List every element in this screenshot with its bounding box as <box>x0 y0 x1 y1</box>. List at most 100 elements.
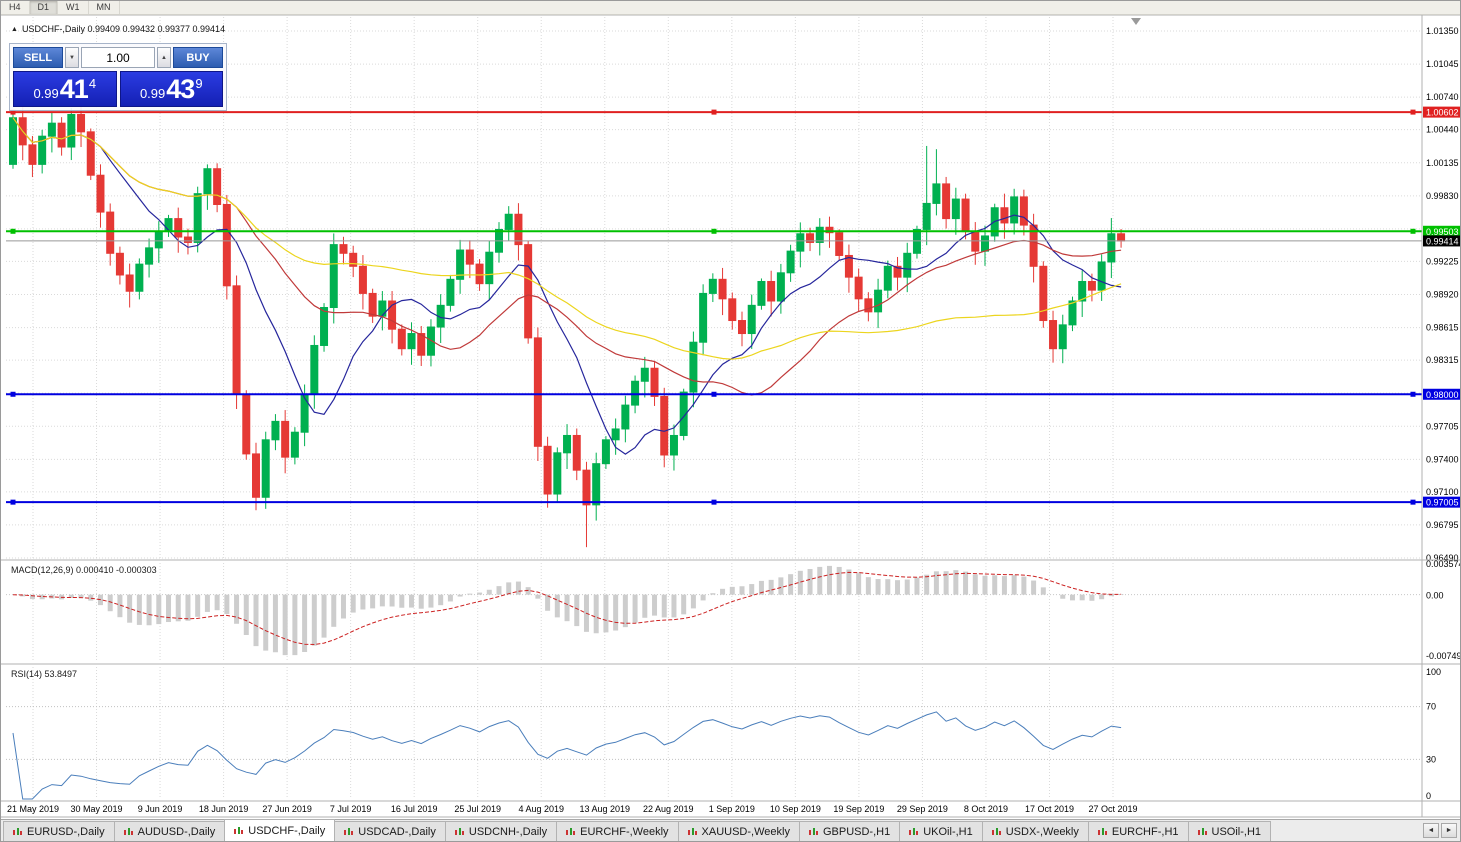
timeframe-button-mn[interactable]: MN <box>89 1 120 14</box>
svg-text:0.96490: 0.96490 <box>1426 553 1459 563</box>
mini-chart-icon <box>566 827 576 835</box>
tab-label: GBPUSD-,H1 <box>822 825 891 838</box>
svg-text:27 Jun 2019: 27 Jun 2019 <box>262 804 312 814</box>
svg-text:0.96795: 0.96795 <box>1426 520 1459 530</box>
mini-chart-icon <box>344 827 354 835</box>
tab-label: EURCHF-,Weekly <box>580 825 669 838</box>
svg-text:0: 0 <box>1426 791 1431 801</box>
svg-text:4 Aug 2019: 4 Aug 2019 <box>518 804 564 814</box>
rsi-label: RSI(14) 53.8497 <box>11 669 78 679</box>
sell-button[interactable]: SELL <box>13 47 63 68</box>
svg-text:100: 100 <box>1426 667 1441 677</box>
tabs-scroll-right-button[interactable]: ► <box>1441 823 1457 838</box>
mini-chart-icon <box>991 827 1001 835</box>
svg-text:1.00440: 1.00440 <box>1426 125 1459 135</box>
price-badge <box>1423 388 1460 400</box>
bid-pip-digit: 4 <box>88 76 97 91</box>
timeframe-toolbar: H4 D1 W1 MN <box>1 1 1460 15</box>
ask-price-button[interactable]: 0.99 43 9 <box>119 71 223 107</box>
tab-label: USDCHF-,Daily <box>248 824 326 837</box>
volume-input[interactable]: 1.00 <box>81 47 155 68</box>
symbol-marker-icon: ▲ <box>11 25 18 33</box>
svg-text:9 Jun 2019: 9 Jun 2019 <box>138 804 183 814</box>
chart-tab-usdcad-daily[interactable]: USDCAD-,Daily <box>334 821 446 841</box>
svg-text:0.97005: 0.97005 <box>1426 498 1459 508</box>
svg-text:13 Aug 2019: 13 Aug 2019 <box>579 804 630 814</box>
svg-text:0.99830: 0.99830 <box>1426 191 1459 201</box>
candlestick-series <box>9 103 1126 548</box>
svg-text:0.97705: 0.97705 <box>1426 421 1459 431</box>
svg-text:17 Oct 2019: 17 Oct 2019 <box>1025 804 1074 814</box>
ask-big-digits: 43 <box>166 73 195 104</box>
chart-background <box>1 15 1460 821</box>
svg-text:1.00135: 1.00135 <box>1426 158 1459 168</box>
chart-tab-eurusd-daily[interactable]: EURUSD-,Daily <box>3 821 115 841</box>
chart-tab-eurchf-h1[interactable]: EURCHF-,H1 <box>1087 821 1189 841</box>
volume-increase-button[interactable]: ▲ <box>157 47 171 68</box>
timeframe-button-w1[interactable]: W1 <box>58 1 89 14</box>
svg-text:30 May 2019: 30 May 2019 <box>71 804 123 814</box>
chart-tab-eurchf-weekly[interactable]: EURCHF-,Weekly <box>556 821 679 841</box>
moving-averages <box>12 117 1122 455</box>
chart-tabs: EURUSD-,Daily AUDUSD-,Daily USDCHF-,Daily U… <box>1 819 1460 841</box>
tab-label: EURUSD-,Daily <box>27 825 105 838</box>
chart-tab-usdchf-daily[interactable]: USDCHF-,Daily <box>224 819 336 841</box>
svg-text:0.003574: 0.003574 <box>1426 559 1461 569</box>
price-badge <box>1423 106 1460 118</box>
price-badge <box>1423 235 1460 247</box>
rsi-line <box>12 711 1122 800</box>
svg-text:1.01045: 1.01045 <box>1426 59 1459 69</box>
svg-text:19 Sep 2019: 19 Sep 2019 <box>833 804 884 814</box>
svg-text:29 Sep 2019: 29 Sep 2019 <box>897 804 948 814</box>
tab-label: USDX-,Weekly <box>1005 825 1079 838</box>
mini-chart-icon <box>454 827 464 835</box>
buy-button[interactable]: BUY <box>173 47 223 68</box>
tabs-scroll-left-button[interactable]: ◄ <box>1423 823 1439 838</box>
rsi-panel: 100 70 30 0 <box>6 667 1441 801</box>
mini-chart-icon <box>808 827 818 835</box>
chart-tab-xauusd-weekly[interactable]: XAUUSD-,Weekly <box>677 821 800 841</box>
chart-symbol-info: ▲ USDCHF-,Daily 0.99409 0.99432 0.99377 … <box>11 24 225 34</box>
svg-text:0.99503: 0.99503 <box>1426 227 1459 237</box>
tab-label: UKOil-,H1 <box>923 825 973 838</box>
macd-label: MACD(12,26,9) 0.000410 -0.000303 <box>11 565 157 575</box>
svg-text:21 May 2019: 21 May 2019 <box>7 804 59 814</box>
chart-tab-usdcnh-daily[interactable]: USDCNH-,Daily <box>444 821 558 841</box>
mini-chart-icon <box>234 826 244 834</box>
svg-text:0.00: 0.00 <box>1426 591 1444 601</box>
tab-label: AUDUSD-,Daily <box>137 825 216 838</box>
mini-chart-icon <box>123 827 133 835</box>
macd-signal-line <box>12 571 1122 646</box>
svg-text:7 Jul 2019: 7 Jul 2019 <box>330 804 372 814</box>
svg-text:1.00602: 1.00602 <box>1426 108 1459 118</box>
mini-chart-icon <box>1197 827 1207 835</box>
tab-label: USDCAD-,Daily <box>358 825 436 838</box>
bid-prefix: 0.99 <box>33 86 59 101</box>
volume-decrease-button[interactable]: ▼ <box>65 47 79 68</box>
svg-text:22 Aug 2019: 22 Aug 2019 <box>643 804 694 814</box>
symbol-ohlc-text: USDCHF-,Daily 0.99409 0.99432 0.99377 0.… <box>21 24 226 34</box>
tab-label: USOil-,H1 <box>1211 825 1262 838</box>
svg-text:30: 30 <box>1426 754 1436 764</box>
mini-chart-icon <box>13 827 22 835</box>
svg-text:16 Jul 2019: 16 Jul 2019 <box>391 804 438 814</box>
chart-tab-usdx-weekly[interactable]: USDX-,Weekly <box>981 821 1089 841</box>
ma-line-10 <box>12 117 1122 455</box>
one-click-trading-panel: SELL ▼ 1.00 ▲ BUY 0.99 41 4 0.99 43 9 <box>9 43 227 111</box>
ma-line-52 <box>12 117 1122 360</box>
price-badge <box>1423 496 1460 508</box>
tab-label: XAUUSD-,Weekly <box>701 825 790 838</box>
svg-text:25 Jul 2019: 25 Jul 2019 <box>454 804 501 814</box>
chart-tab-usoil-h1[interactable]: USOil-,H1 <box>1187 821 1272 841</box>
svg-text:0.98615: 0.98615 <box>1426 323 1459 333</box>
chart-tab-ukoil-h1[interactable]: UKOil-,H1 <box>899 821 983 841</box>
timeframe-button-d1[interactable]: D1 <box>29 1 59 14</box>
svg-text:0.98000: 0.98000 <box>1426 390 1459 400</box>
timeframe-button-h4[interactable]: H4 <box>1 1 30 14</box>
svg-text:8 Oct 2019: 8 Oct 2019 <box>964 804 1008 814</box>
bid-price-button[interactable]: 0.99 41 4 <box>13 71 117 107</box>
chart-tab-gbpusd-h1[interactable]: GBPUSD-,H1 <box>798 821 901 841</box>
chart-tab-audusd-daily[interactable]: AUDUSD-,Daily <box>113 821 226 841</box>
